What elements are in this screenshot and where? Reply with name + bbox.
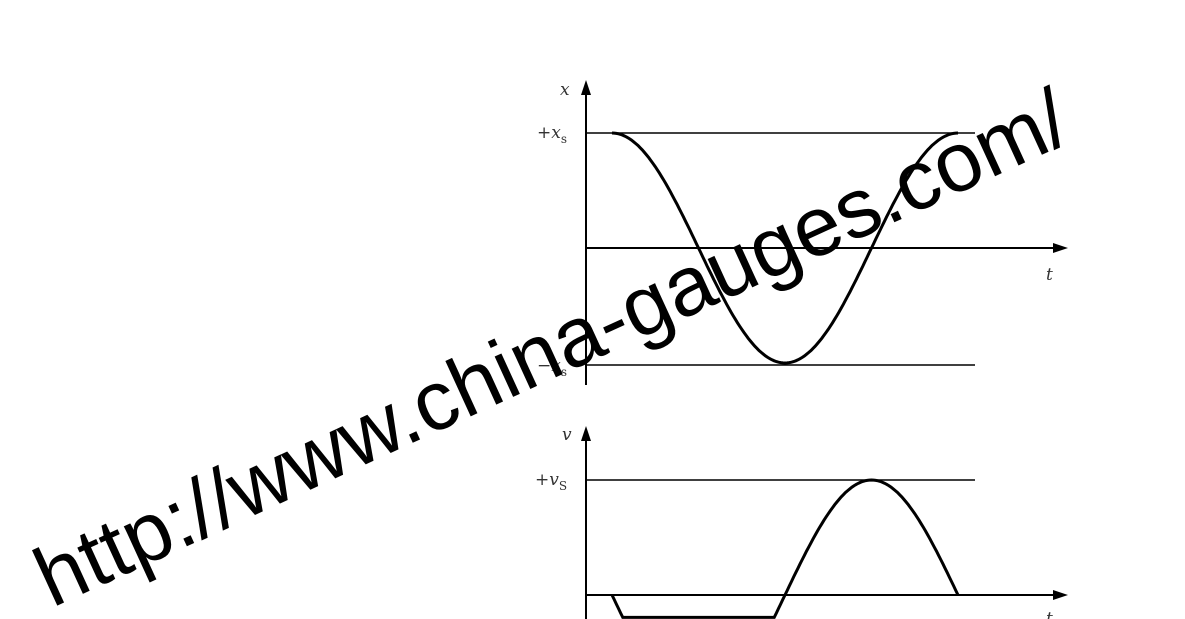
velocity-time-axis-arrowhead (1053, 590, 1068, 600)
velocity-axis-label: v (562, 425, 572, 445)
upper-reference-label: +xs (537, 123, 567, 146)
velocity-reference-label: +vS (535, 470, 567, 493)
time-axis-label: t (1046, 265, 1053, 285)
watermark-text: http://www.china-gauges.com/ (20, 70, 1083, 619)
v-axis-arrowhead (581, 426, 591, 441)
lower-reference-label: −xs (537, 356, 567, 379)
velocity-graph: v t +vS (535, 425, 1068, 619)
displacement-axis-label: x (560, 80, 570, 100)
velocity-time-axis-label: t (1046, 609, 1053, 619)
velocity-curve (610, 478, 960, 619)
time-axis-arrowhead (1053, 243, 1068, 253)
displacement-curve (611, 131, 959, 365)
displacement-graph: x t +xs −xs (537, 80, 1068, 385)
x-axis-arrowhead (581, 80, 591, 95)
